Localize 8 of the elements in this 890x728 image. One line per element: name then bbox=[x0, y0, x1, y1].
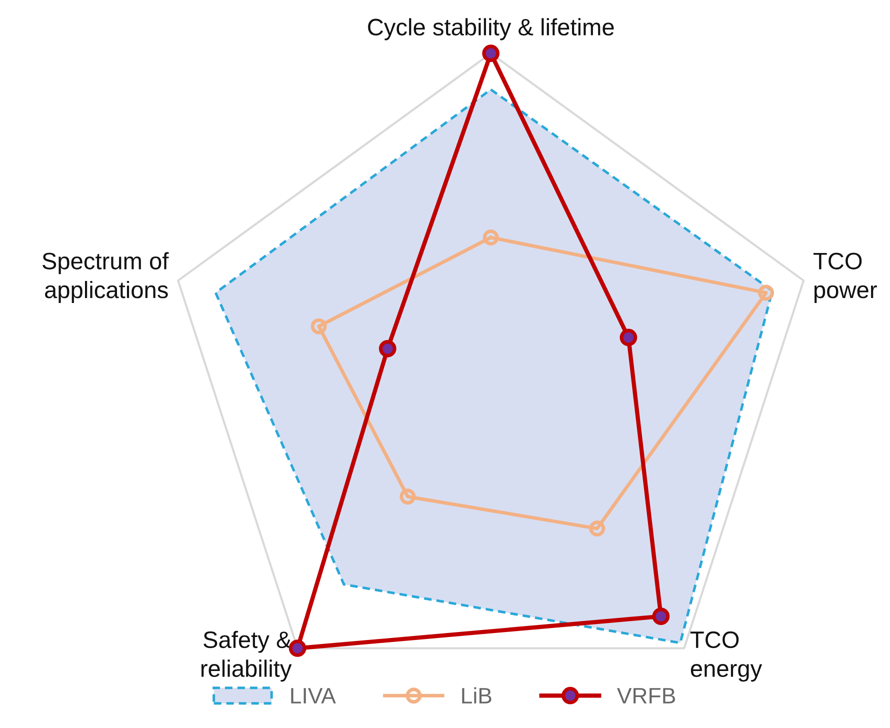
legend-label: LiB bbox=[462, 687, 492, 704]
spoke-label: Safety & reliability bbox=[201, 630, 292, 682]
legend-label: VRFB bbox=[617, 688, 676, 704]
legend-label: LIVA bbox=[291, 688, 336, 704]
spoke-label: Cycle stability & lifetime bbox=[368, 18, 614, 40]
spoke-label: Spectrum of applications bbox=[42, 252, 169, 303]
spoke-label: TCO power bbox=[814, 252, 877, 303]
spoke-label: TCO energy bbox=[690, 631, 762, 682]
